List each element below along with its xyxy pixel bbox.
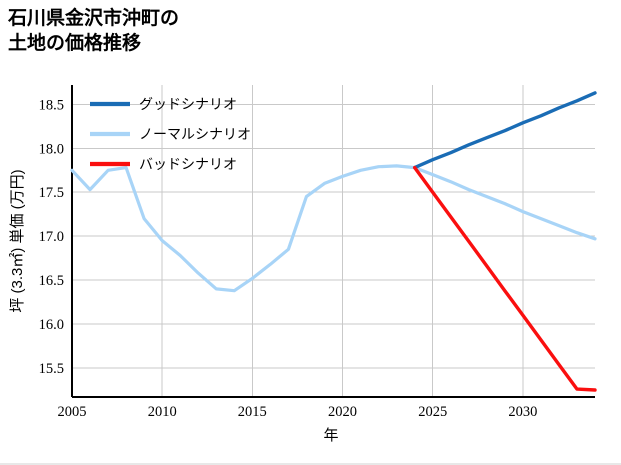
x-tick-label: 2010 bbox=[148, 404, 177, 420]
bottom-divider bbox=[0, 463, 621, 465]
y-tick-label: 16.0 bbox=[39, 317, 64, 333]
y-tick-labels: 18.5 18.0 17.5 17.0 16.5 16.0 15.5 bbox=[39, 97, 64, 377]
x-tick-label: 2005 bbox=[58, 404, 87, 420]
legend-label-good: グッドシナリオ bbox=[139, 96, 237, 112]
axis-spines bbox=[70, 85, 595, 399]
y-axis-title: 坪 (3.3㎡) 単価 (万円) bbox=[9, 169, 26, 312]
y-tick-label: 18.5 bbox=[39, 97, 64, 113]
series-line-グッドシナリオ bbox=[413, 91, 597, 170]
y-tick-label: 17.0 bbox=[39, 229, 64, 245]
y-tick-label: 16.5 bbox=[39, 273, 64, 289]
x-tick-label: 2030 bbox=[508, 404, 537, 420]
page-title: 石川県金沢市沖町の 土地の価格推移 bbox=[8, 8, 180, 55]
legend-label-normal: ノーマルシナリオ bbox=[139, 126, 251, 142]
y-tick-label: 15.5 bbox=[39, 361, 64, 377]
legend-label-bad: バッドシナリオ bbox=[139, 156, 237, 172]
x-tick-label: 2015 bbox=[238, 404, 267, 420]
y-tick-label: 18.0 bbox=[39, 141, 64, 157]
series-line-バッドシナリオ bbox=[413, 165, 597, 392]
series-line-ノーマルシナリオ bbox=[70, 164, 597, 293]
x-tick-label: 2025 bbox=[418, 404, 447, 420]
x-axis-title: 年 bbox=[323, 427, 338, 444]
x-tick-label: 2020 bbox=[328, 404, 357, 420]
y-tick-label: 17.5 bbox=[39, 185, 64, 201]
x-tick-labels: 2005 2010 2015 2020 2025 2030 bbox=[58, 404, 538, 420]
series-layer bbox=[70, 91, 597, 392]
